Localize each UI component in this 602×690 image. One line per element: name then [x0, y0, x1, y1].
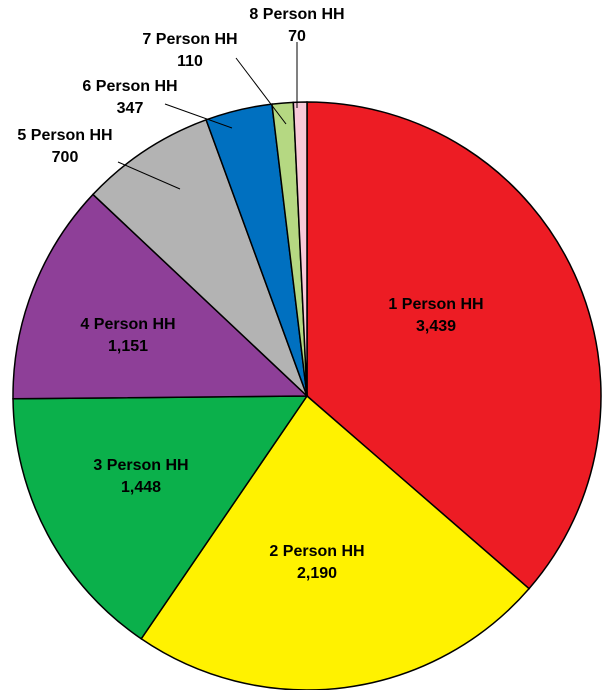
slice-value: 1,151 — [108, 338, 148, 355]
slice-label: 1 Person HH — [388, 296, 483, 313]
slice-label: 2 Person HH — [269, 543, 364, 560]
slice-label: 5 Person HH — [17, 127, 112, 144]
leader-line — [164, 103, 233, 129]
pie-slice — [12, 193, 309, 400]
pie-slice — [306, 101, 602, 590]
leader-line — [235, 57, 287, 125]
slice-label: 3 Person HH — [93, 457, 188, 474]
slice-value: 700 — [52, 149, 79, 166]
slice-label: 6 Person HH — [82, 78, 177, 95]
slice-value: 70 — [288, 28, 306, 45]
slice-value: 347 — [117, 100, 144, 117]
slice-value: 3,439 — [416, 318, 456, 335]
leader-line — [117, 161, 181, 190]
slice-value: 1,448 — [121, 479, 161, 496]
pie-slice — [292, 101, 308, 397]
slice-label: 8 Person HH — [249, 6, 344, 23]
pie-slice — [91, 118, 308, 397]
pie-slice — [12, 395, 309, 640]
slice-label: 7 Person HH — [142, 31, 237, 48]
slice-label: 4 Person HH — [80, 316, 175, 333]
pie-slice — [140, 394, 531, 690]
slice-value: 2,190 — [297, 565, 337, 582]
slice-value: 110 — [177, 53, 203, 70]
